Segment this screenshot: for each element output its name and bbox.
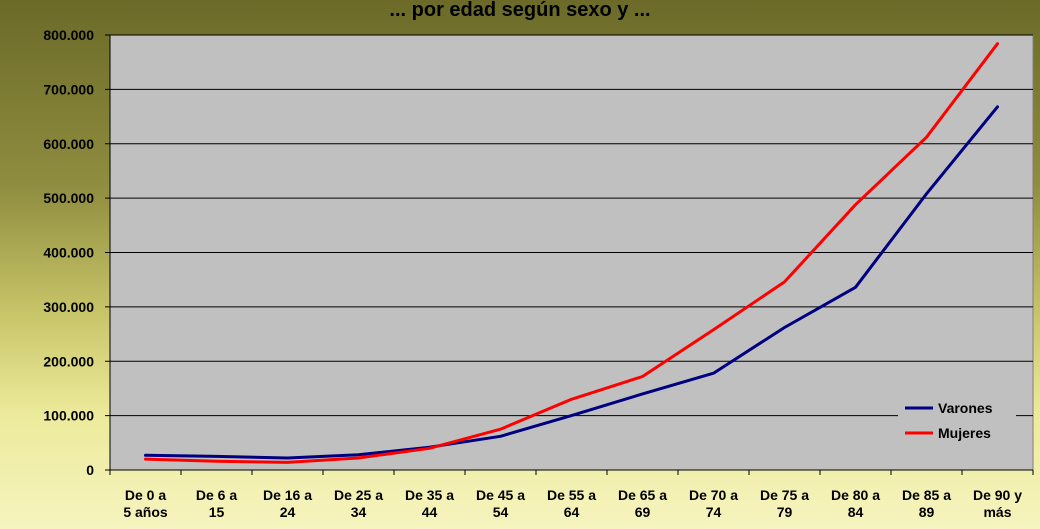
y-tick-label: 100.000 [43,408,94,424]
x-tick-label: De 35 a 44 [405,487,454,520]
x-tick-label: De 80 a 84 [831,487,880,520]
y-tick-label: 300.000 [43,299,94,315]
x-tick-label: De 6 a 15 [196,487,237,520]
x-tick-label: De 16 a 24 [263,487,312,520]
y-tick-label: 500.000 [43,190,94,206]
y-tick-label: 700.000 [43,81,94,97]
x-tick-label: De 90 y más [973,487,1022,520]
y-tick-label: 400.000 [43,245,94,261]
y-tick-label: 600.000 [43,136,94,152]
series-lines [144,42,999,464]
x-tick-label: De 55 a 64 [547,487,596,520]
legend-label-mujeres: Mujeres [938,425,991,441]
x-tick-label: De 25 a 34 [334,487,383,520]
x-tick-label: De 70 a 74 [689,487,738,520]
x-tick-label: De 75 a 79 [760,487,809,520]
x-tick-label: De 85 a 89 [902,487,951,520]
y-tick-label: 0 [86,462,94,478]
x-tick-label: De 45 a 54 [476,487,525,520]
legend-label-varones: Varones [938,400,993,416]
y-tick-label: 200.000 [43,353,94,369]
gridlines [110,34,1033,417]
legend: Varones Mujeres [898,392,1016,448]
x-tick-label: De 65 a 69 [618,487,667,520]
legend-box [898,392,1016,448]
series-line-varones [144,105,999,460]
y-axis: 800.000 700.000 600.000 500.000 400.000 300.0… [43,27,111,478]
series-line-mujeres [144,42,999,464]
y-tick-label: 800.000 [43,27,94,43]
chart-title: ... por edad según sexo y ... [389,0,650,21]
